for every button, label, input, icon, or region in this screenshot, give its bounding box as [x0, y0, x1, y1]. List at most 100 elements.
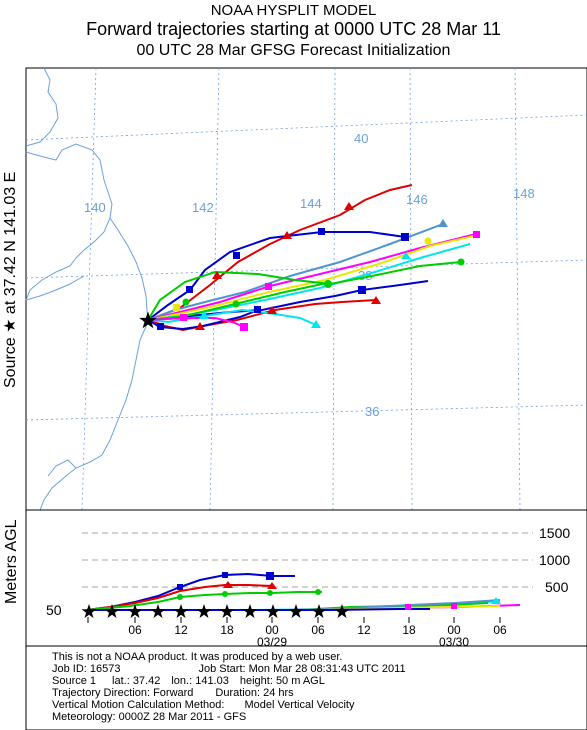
marker [401, 233, 409, 241]
vertical-method-value: Model Vertical Velocity [244, 699, 355, 711]
honshu-coast [25, 67, 149, 511]
date-label-0329: 03/29 [257, 635, 287, 649]
marker [254, 306, 261, 313]
height-profile-green [86, 591, 322, 611]
time-label: 00 [447, 623, 461, 637]
marker [424, 237, 432, 245]
job-start: Job Start: Mon Mar 28 08:31:43 UTC 2011 [198, 663, 406, 675]
marker [182, 298, 190, 306]
height-tick-50: 50 [46, 602, 62, 618]
time-label: 12 [357, 623, 371, 637]
marker [157, 323, 164, 330]
marker [318, 228, 325, 235]
trajectory-yellow [147, 235, 475, 321]
marker [212, 271, 222, 279]
time-ticks [87, 617, 501, 623]
marker [282, 231, 292, 239]
height-gridlines [82, 532, 533, 588]
lon-line-140 [81, 67, 97, 511]
trajectory-steelblue [147, 223, 444, 321]
height-tick-500: 500 [545, 579, 569, 595]
trajectory-blue-north [147, 231, 406, 321]
lon-line-146 [409, 67, 413, 511]
trajectory-magenta-south [147, 317, 246, 328]
height-profile-red [86, 584, 273, 611]
lon-label-142: 142 [192, 200, 214, 215]
marker [177, 594, 183, 600]
marker [358, 286, 366, 294]
source-number: Source 1 [52, 675, 97, 687]
marker [180, 314, 187, 321]
time-label: 18 [402, 623, 416, 637]
lat-line-40 [25, 114, 587, 141]
lon-label-140: 140 [84, 200, 106, 215]
marker [491, 597, 501, 604]
coastline [25, 67, 149, 511]
marker [457, 258, 465, 266]
marker [438, 219, 448, 227]
height-tick-1500: 1500 [539, 525, 570, 541]
marker [233, 252, 240, 259]
marker [232, 300, 240, 308]
marker [240, 323, 248, 331]
model-title: NOAA HYSPLIT MODEL [210, 2, 377, 19]
lon-label-148: 148 [513, 186, 535, 201]
duration: Duration: 24 hrs [215, 687, 294, 699]
marker [324, 280, 332, 288]
time-label: 06 [128, 623, 142, 637]
marker [344, 202, 354, 210]
time-label: 00 [265, 623, 279, 637]
lon-label-144: 144 [300, 196, 322, 211]
height-panel: 1500 1000 500 50 [25, 509, 587, 649]
marker [177, 584, 183, 590]
marker [451, 603, 457, 609]
marker [265, 283, 272, 290]
marker [267, 306, 277, 314]
marker [267, 590, 273, 596]
map-frame [25, 67, 587, 511]
marker [199, 311, 209, 319]
lat-label-40: 40 [354, 131, 368, 146]
meteorology: Meteorology: 0000Z 28 Mar 2011 - GFS [52, 711, 247, 723]
graticule [25, 67, 587, 511]
run-info: This is not a NOAA product. It was produ… [52, 651, 406, 723]
height-markers [177, 572, 501, 610]
marker [315, 589, 321, 595]
marker [311, 320, 321, 328]
vertical-method-label: Vertical Motion Calculation Method: [52, 699, 225, 711]
trajectory-markers [157, 202, 480, 331]
lat-line-36 [25, 404, 587, 421]
lon-label-146: 146 [406, 192, 428, 207]
marker [266, 572, 274, 580]
forecast-subtitle: 00 UTC 28 Mar GFSG Forecast Initializati… [136, 42, 451, 59]
job-id: Job ID: 16573 [52, 663, 121, 675]
disclaimer: This is not a NOAA product. It was produ… [52, 651, 343, 663]
source-star [139, 311, 157, 329]
lon-line-144 [332, 67, 336, 511]
height-tick-1000: 1000 [539, 552, 570, 568]
graticule-labels: 140 142 144 146 148 40 38 36 [84, 131, 535, 419]
trajectory-direction: Trajectory Direction: Forward [52, 687, 194, 699]
trajectory-title: Forward trajectories starting at 0000 UT… [86, 19, 501, 39]
marker [401, 252, 411, 259]
map-panel: 140 142 144 146 148 40 38 36 [25, 67, 587, 511]
marker [173, 304, 180, 311]
marker [186, 286, 193, 293]
marker [371, 296, 381, 304]
time-label: 18 [220, 623, 234, 637]
height-source-stars [81, 604, 350, 618]
time-label: 06 [311, 623, 325, 637]
bay-coast [47, 459, 77, 477]
marker [222, 572, 228, 578]
peninsula-coast [25, 275, 85, 301]
lon-line-142 [209, 67, 220, 511]
marker [473, 231, 480, 238]
footer-frame [25, 645, 587, 730]
marker [267, 582, 277, 589]
date-label-0330: 03/30 [439, 635, 469, 649]
time-label: 06 [493, 623, 507, 637]
marker [405, 604, 411, 610]
time-label: 12 [174, 623, 188, 637]
trajectory-cyan-south [147, 308, 317, 326]
